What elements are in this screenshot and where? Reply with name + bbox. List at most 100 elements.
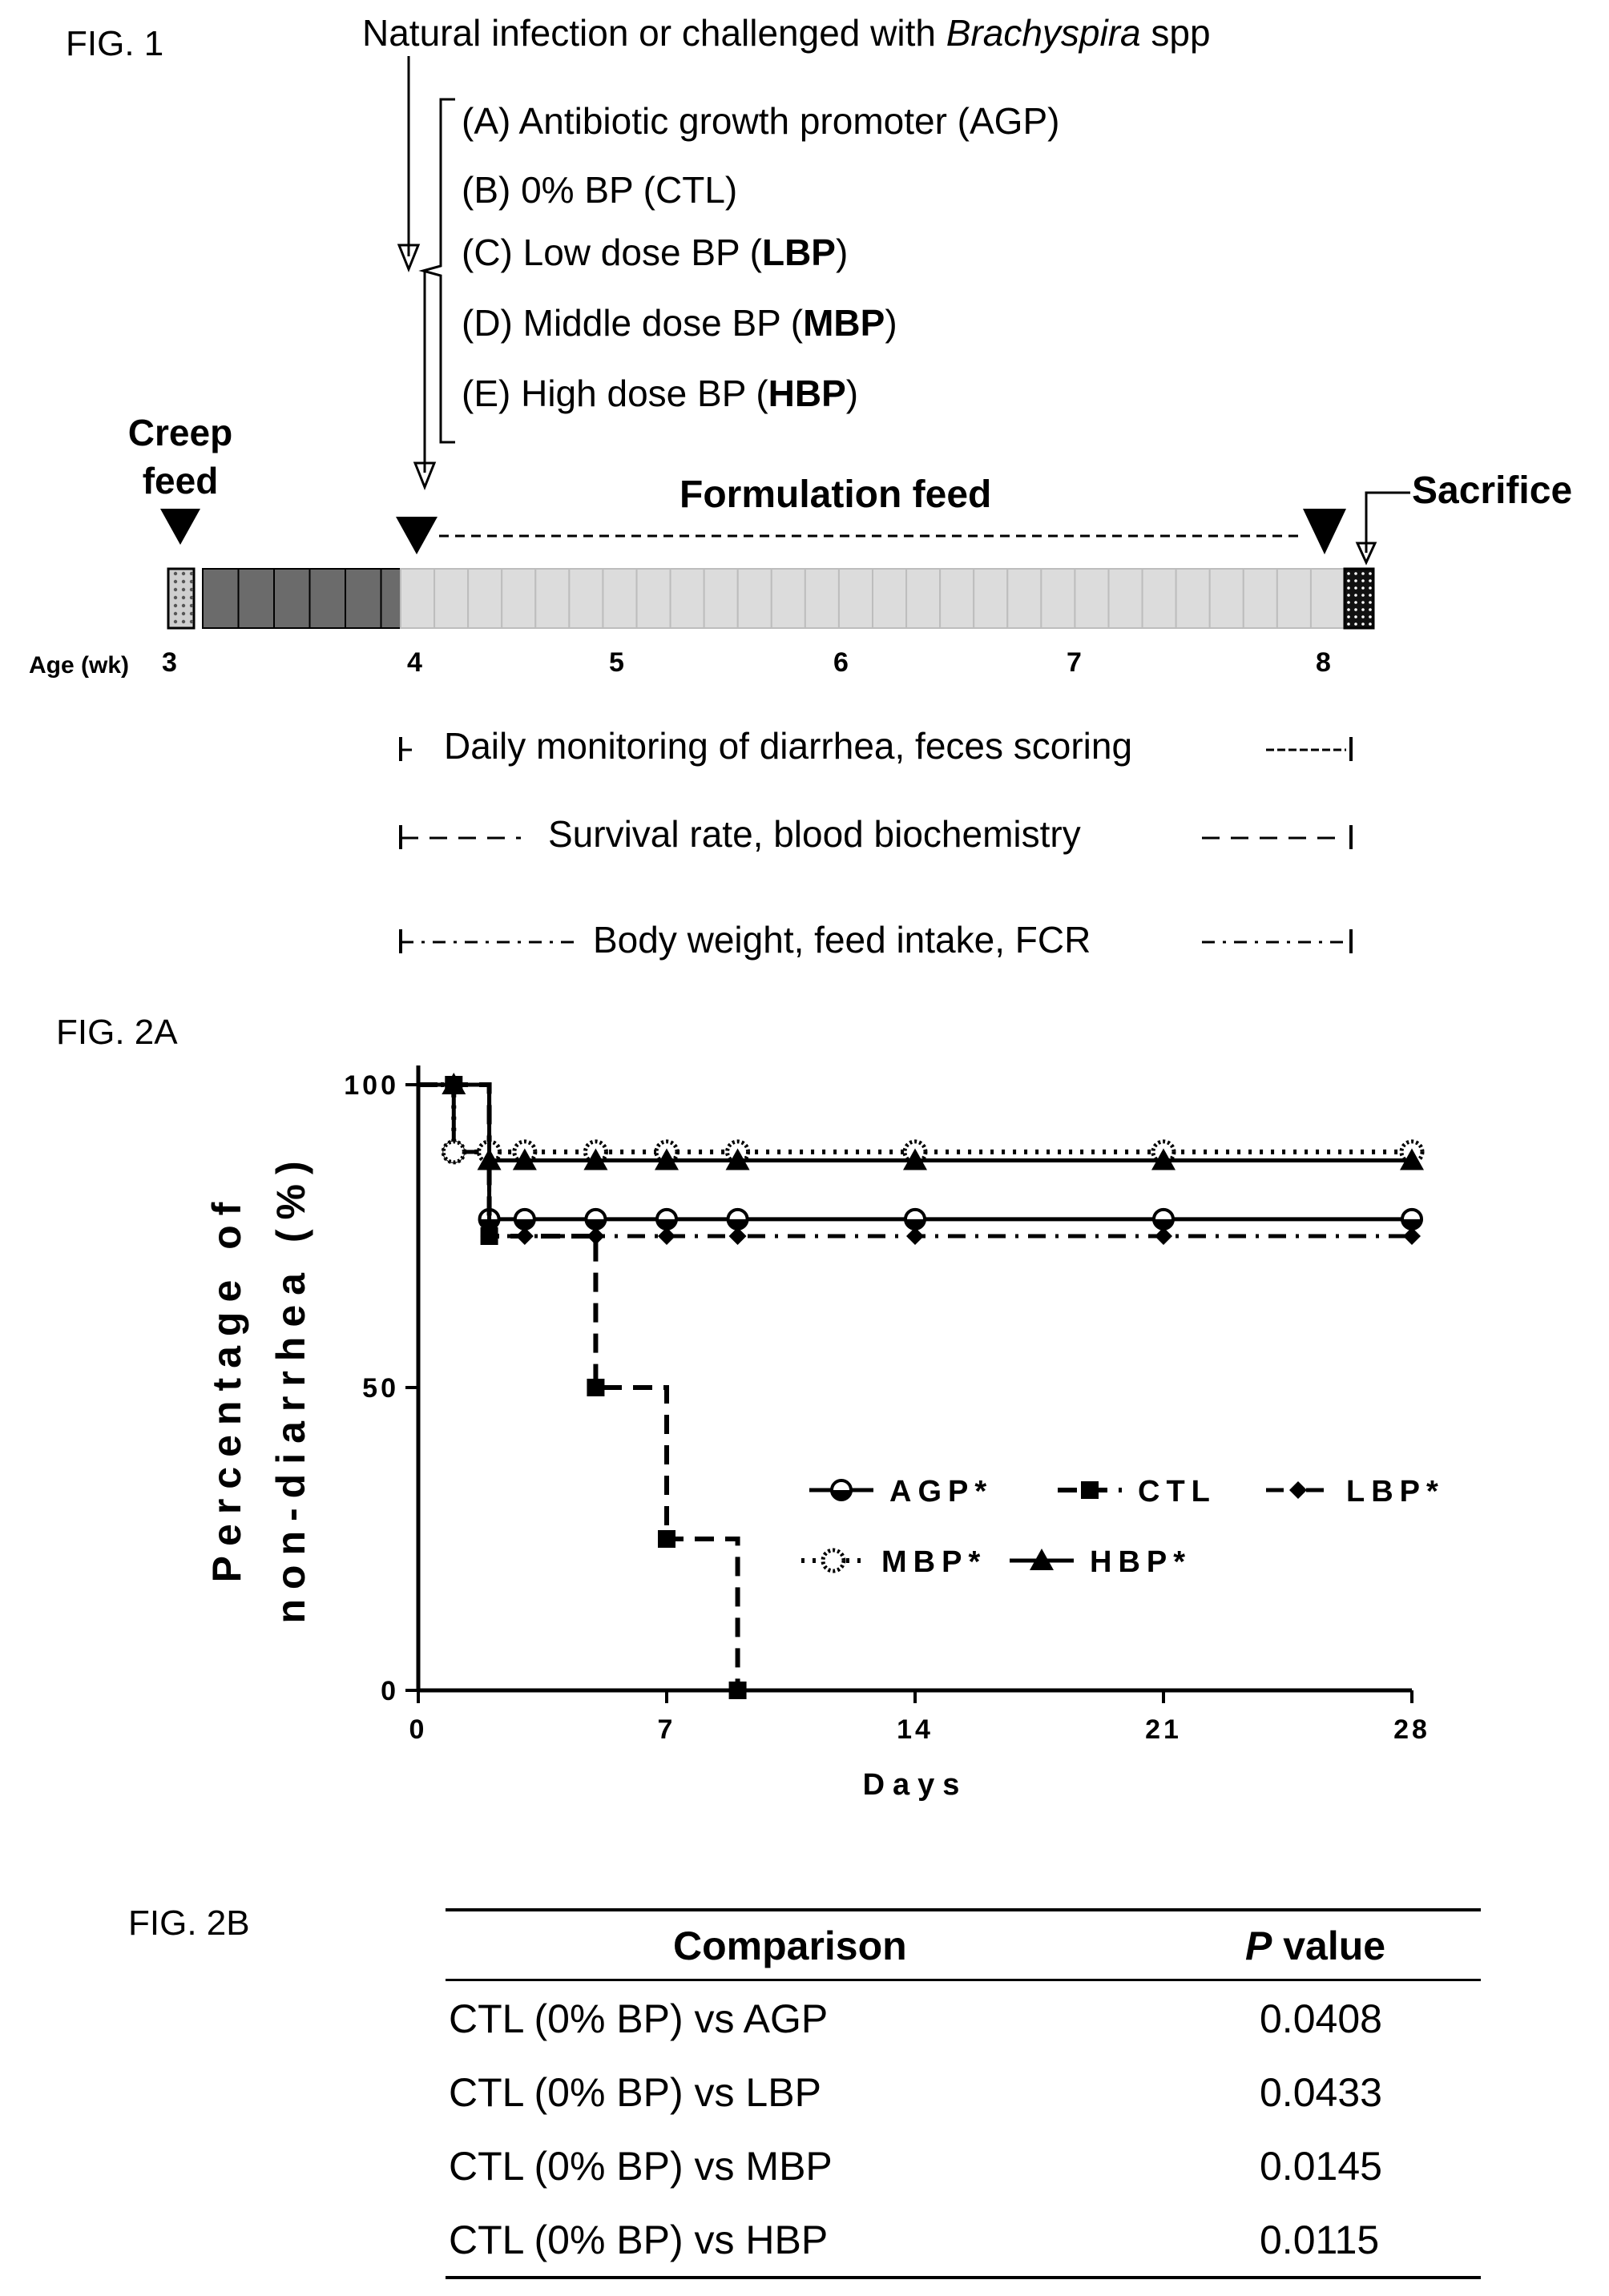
sacrifice-dot — [1354, 622, 1357, 626]
series-point-fill — [905, 1218, 925, 1229]
creep-dot — [189, 603, 194, 608]
legend-marker — [1030, 1549, 1054, 1570]
pvalue-cell: 0.0115 — [1260, 2217, 1380, 2262]
series-point — [1401, 1207, 1423, 1231]
legend-item: LBP* — [1266, 1475, 1438, 1509]
header-value: value — [1272, 1923, 1386, 1968]
sacrifice-dot — [1369, 594, 1372, 597]
series-point — [480, 1227, 498, 1245]
series-point — [725, 1148, 750, 1170]
timeline-bar — [167, 567, 1375, 630]
y-axis-title-line2: non-diarrhea (%) — [268, 1151, 313, 1623]
sacrifice-dot — [1354, 572, 1357, 575]
creep-dot — [189, 571, 194, 576]
sacrifice-dot — [1369, 608, 1372, 611]
sacrifice-dot — [1361, 586, 1365, 590]
light-cell — [501, 568, 537, 629]
light-cell — [804, 568, 840, 629]
creep-dot — [173, 587, 178, 592]
light-cell — [1242, 568, 1278, 629]
y-tick-label: 0 — [381, 1676, 399, 1706]
sacrifice-dot — [1347, 579, 1350, 582]
series-point — [658, 1227, 675, 1245]
challenge-text: Natural infection or challenged with — [362, 12, 946, 54]
formulation-end-marker — [1303, 509, 1346, 554]
series-point — [904, 1207, 926, 1231]
series-line — [418, 1082, 1412, 1154]
series-point — [587, 1379, 605, 1396]
light-cell — [1175, 568, 1211, 629]
series-point — [728, 1682, 747, 1699]
y-axis-title-line1: Percentage of — [204, 1193, 249, 1583]
legend-item: HBP* — [1010, 1545, 1185, 1579]
creep-dot — [189, 619, 194, 624]
creep-dot — [181, 595, 186, 600]
series-point — [1403, 1227, 1421, 1245]
sacrifice-dot — [1361, 572, 1365, 575]
fig2b-label: FIG. 2B — [128, 1903, 250, 1943]
group-d-text: (D) Middle dose BP ( — [462, 302, 804, 344]
sacrifice-dot — [1347, 608, 1350, 611]
series-point — [477, 1148, 502, 1170]
group-a: (A) Antibiotic growth promoter (AGP) — [462, 99, 1059, 143]
pvalue-table: Comparison P value CTL (0% BP) vs AGP 0.0… — [446, 1908, 1481, 2279]
sacrifice-dot — [1354, 608, 1357, 611]
creep-feed-marker — [160, 509, 200, 545]
table-header: Comparison P value — [446, 1908, 1481, 1981]
y-tick-label: 50 — [362, 1373, 399, 1404]
series-point-fill — [1402, 1218, 1421, 1229]
series-point-fill — [1154, 1218, 1173, 1229]
comparison-cell: CTL (0% BP) vs HBP — [449, 2217, 829, 2262]
series-point — [1155, 1227, 1172, 1245]
group-d-tail: ) — [885, 302, 897, 344]
creep-dot — [173, 579, 178, 584]
light-cell — [602, 568, 638, 629]
series-point — [906, 1227, 924, 1245]
x-tick-label: 21 — [1145, 1714, 1182, 1745]
creep-dot — [181, 571, 186, 576]
series-point — [1152, 1207, 1175, 1231]
group-e-abbr: HBP — [768, 373, 846, 414]
light-cell — [973, 568, 1009, 629]
pvalue-cell: 0.0145 — [1260, 2144, 1382, 2189]
series-point — [515, 1227, 534, 1245]
sacrifice-dot — [1347, 586, 1350, 590]
sacrifice-dot — [1354, 601, 1357, 604]
group-e-text: (E) High dose BP ( — [462, 373, 768, 414]
challenge-caption: Natural infection or challenged with Bra… — [362, 11, 1211, 54]
legend-item: CTL — [1058, 1475, 1216, 1509]
series-point — [903, 1148, 927, 1170]
age-tick-5: 5 — [609, 647, 624, 678]
light-cell — [1276, 568, 1312, 629]
light-cell — [872, 568, 908, 629]
creep-feed-line1: Creep — [127, 412, 233, 453]
monitoring-2: Survival rate, blood biochemistry — [548, 813, 1081, 855]
light-cell — [905, 568, 942, 629]
dark-cell — [273, 568, 311, 629]
header-comparison: Comparison — [673, 1923, 907, 1968]
sacrifice-dot — [1361, 622, 1365, 626]
sacrifice-cell — [1343, 567, 1375, 630]
series-point — [726, 1207, 749, 1231]
creep-dot — [181, 619, 186, 624]
creep-dot — [189, 595, 194, 600]
legend-item: MBP* — [801, 1545, 980, 1579]
light-cell — [635, 568, 671, 629]
light-cell — [1107, 568, 1143, 629]
legend-label: CTL — [1138, 1475, 1216, 1509]
sacrifice-pattern — [1347, 572, 1372, 626]
age-axis-label: Age (wk) — [29, 652, 130, 679]
light-cell — [1141, 568, 1177, 629]
sacrifice-dot — [1369, 572, 1372, 575]
series-point — [655, 1207, 678, 1231]
age-tick-3: 3 — [162, 647, 177, 678]
sacrifice-dot — [1369, 586, 1372, 590]
legend-marker — [1289, 1481, 1307, 1499]
series-line — [418, 1082, 740, 1690]
creep-dot — [173, 603, 178, 608]
x-tick-label: 7 — [658, 1714, 676, 1745]
dark-cell — [308, 568, 346, 629]
creep-cell — [167, 567, 196, 630]
chart-axes: 0 7 14 21 28 0 50 100 Days Percentage of non-diarr… — [204, 1065, 1427, 1802]
light-cell — [1040, 568, 1076, 629]
